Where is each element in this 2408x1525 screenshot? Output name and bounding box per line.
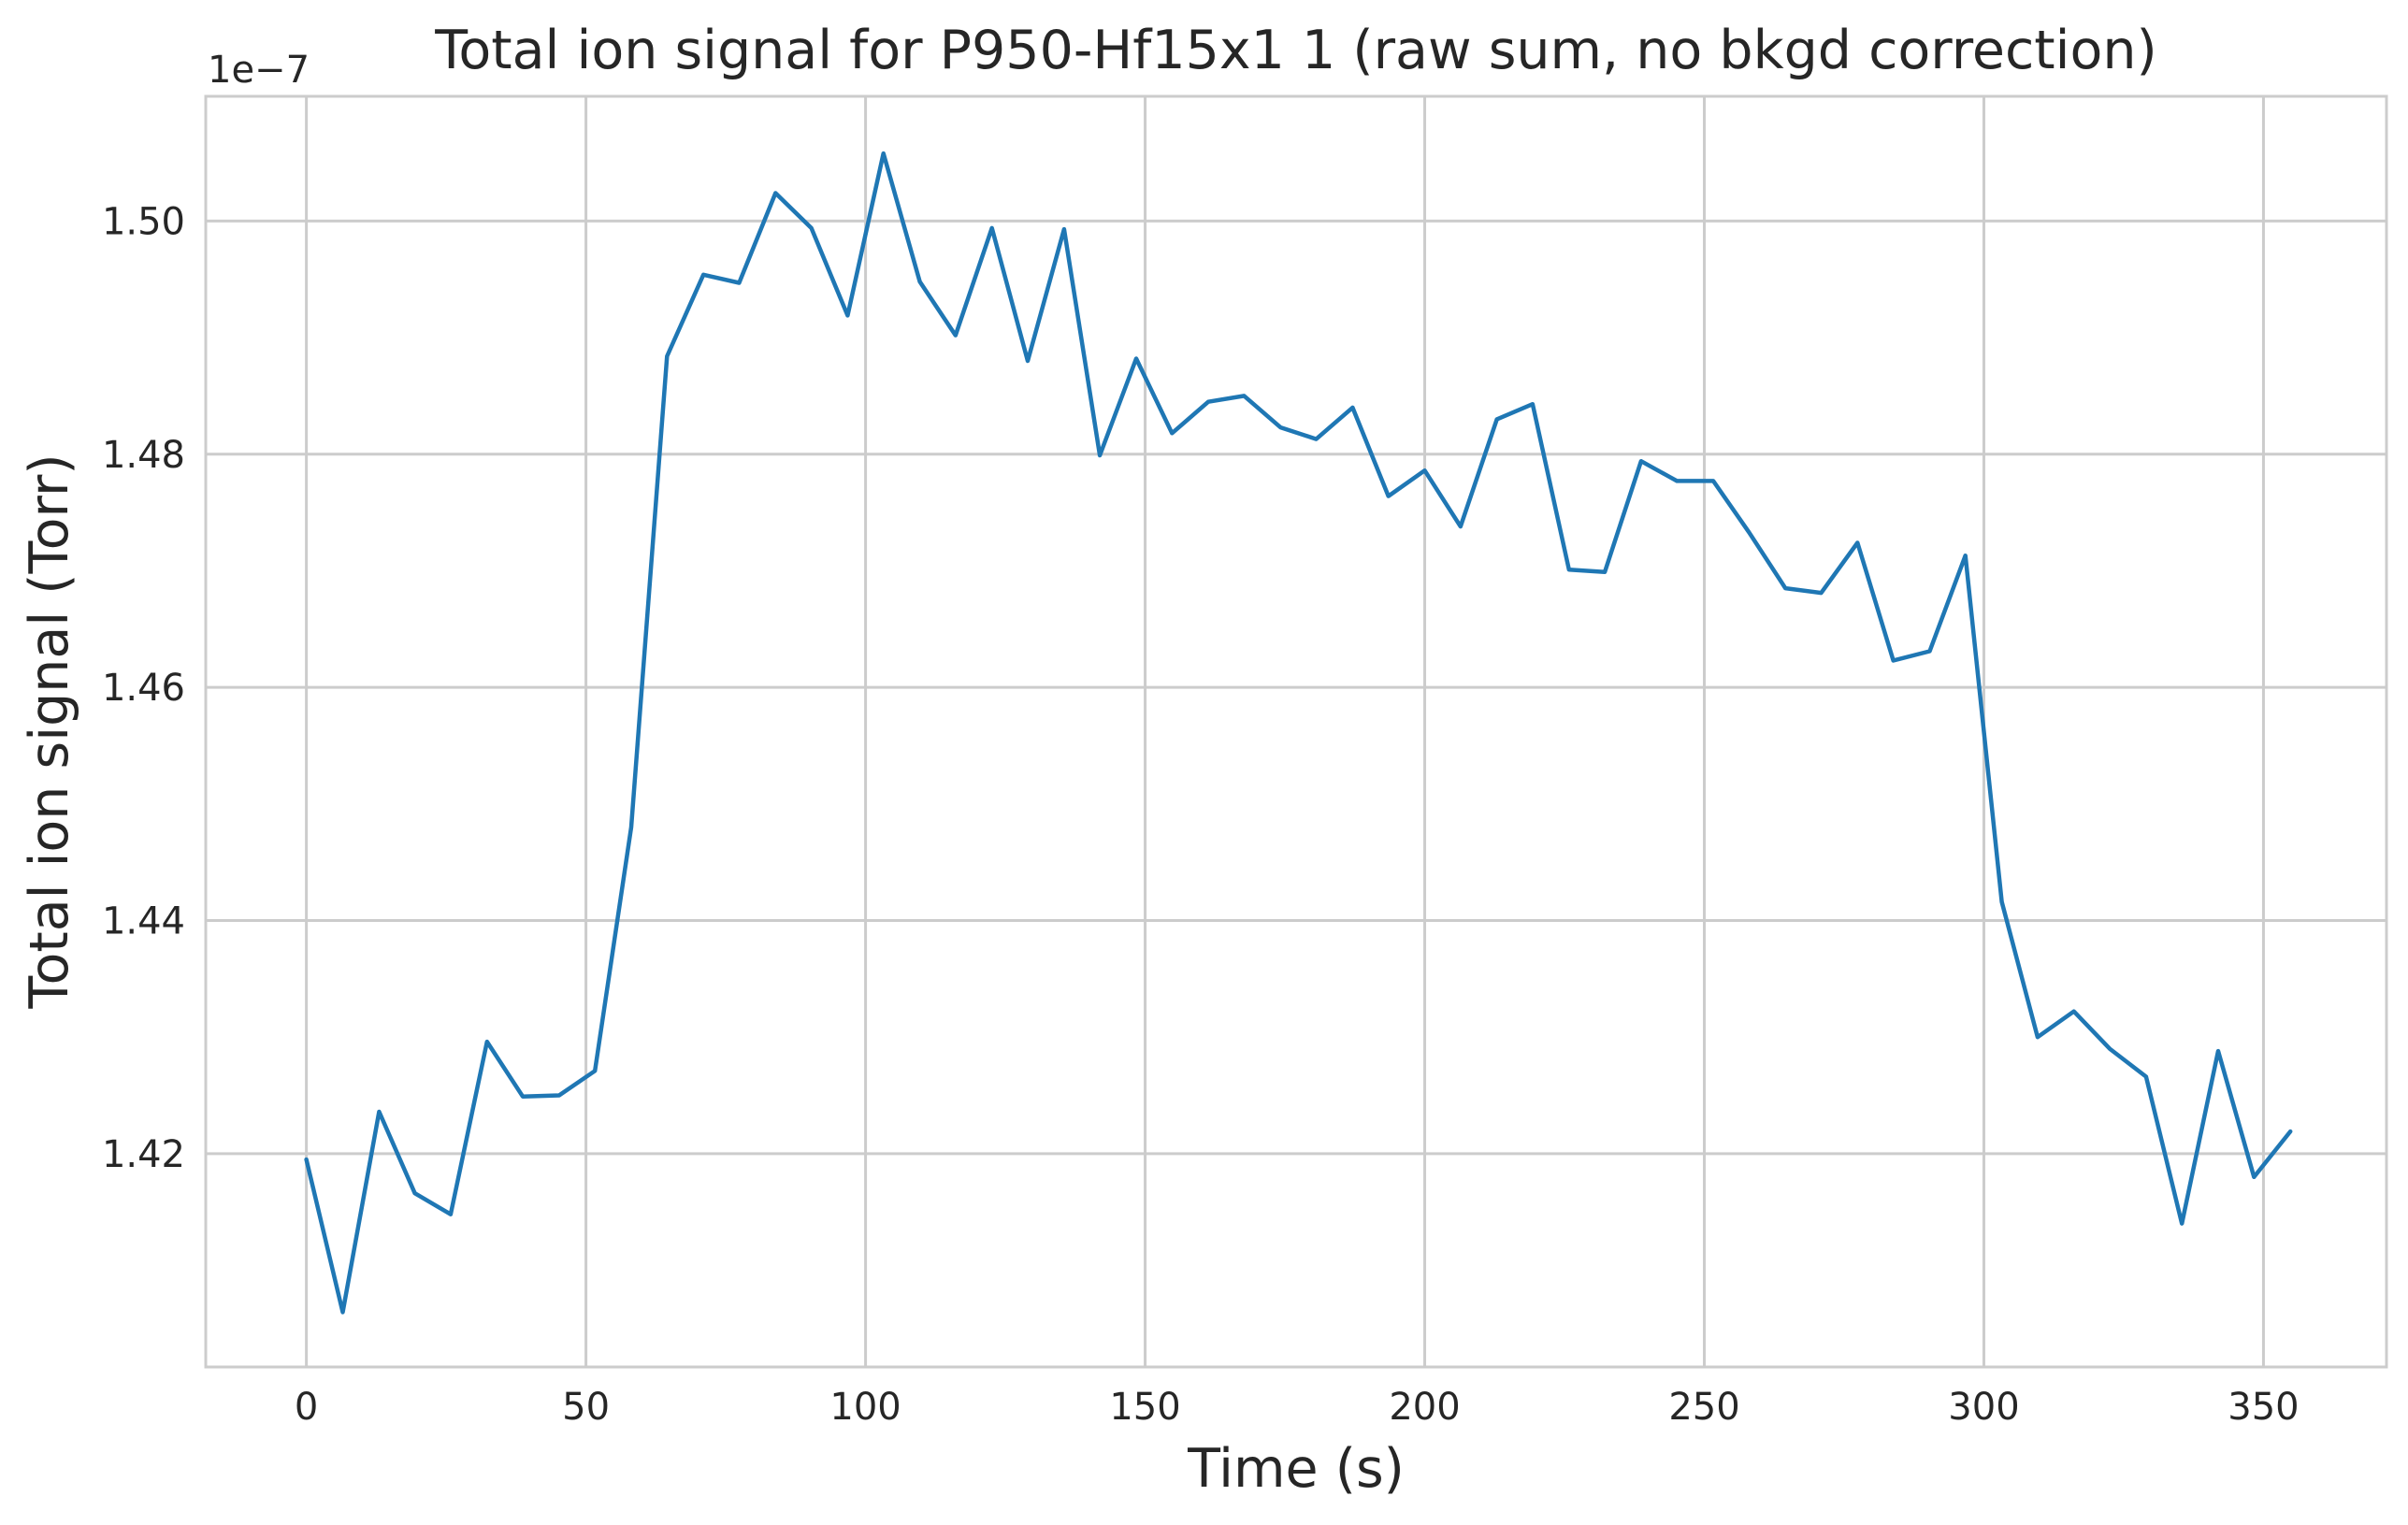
plot-area bbox=[206, 96, 2386, 1367]
y-axis-label: Total ion signal (Torr) bbox=[19, 453, 80, 1009]
x-grid-lines bbox=[305, 96, 2265, 1367]
x-tick-label: 0 bbox=[295, 1386, 318, 1429]
x-tick-label: 300 bbox=[1948, 1386, 2019, 1429]
y-axis-offset-text: 1e−7 bbox=[208, 49, 310, 92]
x-tick-label: 50 bbox=[562, 1386, 610, 1429]
y-tick-label: 1.50 bbox=[102, 200, 185, 243]
y-tick-label: 1.46 bbox=[102, 667, 185, 710]
y-grid-lines bbox=[206, 219, 2386, 1156]
y-tick-label: 1.48 bbox=[102, 434, 185, 477]
series-line bbox=[304, 151, 2293, 1315]
x-tick-label: 200 bbox=[1389, 1386, 1460, 1429]
axes-frame bbox=[204, 94, 2388, 1369]
x-tick-label: 150 bbox=[1109, 1386, 1180, 1429]
x-tick-label: 100 bbox=[829, 1386, 901, 1429]
y-tick-label: 1.42 bbox=[102, 1133, 185, 1176]
x-tick-label: 350 bbox=[2228, 1386, 2299, 1429]
x-axis-label: Time (s) bbox=[1187, 1438, 1405, 1500]
x-tick-label: 250 bbox=[1668, 1386, 1739, 1429]
x-tick-labels: 0 50 100 150 200 250 300 350 bbox=[295, 1386, 2300, 1429]
y-tick-labels: 1.42 1.44 1.46 1.48 1.50 bbox=[102, 200, 185, 1175]
y-tick-label: 1.44 bbox=[102, 899, 185, 942]
chart-title: Total ion signal for P950-Hf15x1 1 (raw … bbox=[434, 20, 2156, 81]
